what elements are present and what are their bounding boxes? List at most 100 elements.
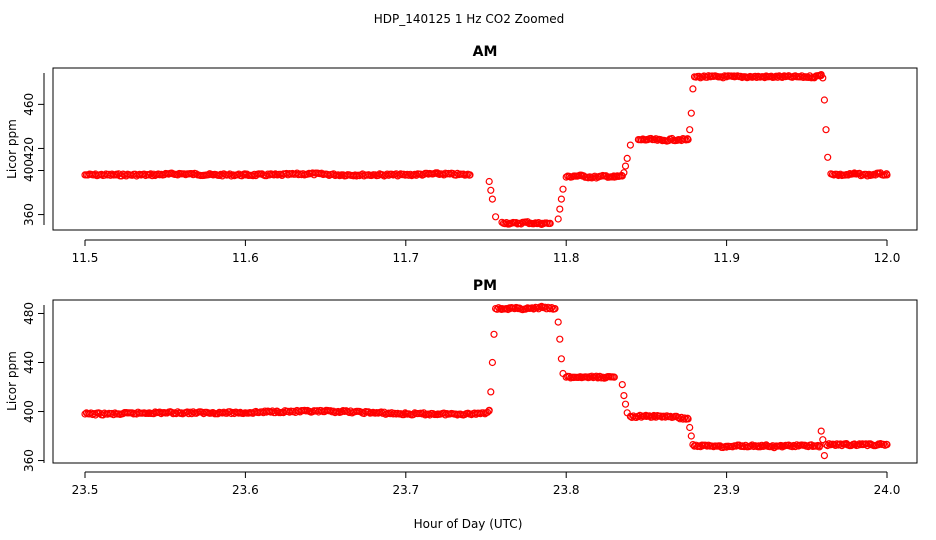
am-data-point: [774, 73, 782, 81]
am-data-point: [140, 170, 148, 178]
am-x-tick-label: 11.7: [392, 251, 419, 265]
pm-data-point: [618, 381, 626, 389]
pm-x-axis: 23.5 23.6 23.7 23.8 23.9 24.0: [72, 471, 900, 497]
am-data-point: [647, 134, 655, 143]
am-data-point: [626, 141, 635, 149]
am-data-point: [623, 154, 631, 162]
pm-data-point: [483, 408, 492, 416]
pm-data-point: [661, 413, 670, 421]
am-y-tick-label: 460: [22, 93, 36, 116]
pm-x-tick-label: 23.9: [713, 483, 740, 497]
am-data-point: [554, 215, 562, 223]
am-data-point: [798, 72, 806, 80]
am-data-point: [559, 185, 567, 193]
pm-data-point: [862, 440, 870, 448]
pm-plot-frame: [52, 299, 918, 464]
pm-data-point: [679, 415, 687, 423]
am-data-point: [820, 96, 829, 104]
pm-data-point: [758, 441, 766, 449]
am-x-tick-label: 11.6: [232, 251, 259, 265]
am-data-point: [556, 205, 564, 213]
am-panel: AM Licor ppm 11.5 11.6 11.7 11.8 11.9 12.0 36…: [5, 44, 918, 265]
pm-data-point: [687, 432, 695, 440]
am-panel-title: AM: [473, 44, 498, 60]
pm-data-point: [485, 406, 493, 414]
am-data-point: [686, 126, 694, 134]
pm-data-point: [108, 409, 116, 418]
pm-data-point: [819, 436, 827, 444]
am-data-point: [684, 136, 692, 144]
pm-data-point: [487, 388, 495, 396]
pm-data-point: [554, 318, 562, 326]
chart-title: HDP_140125 1 Hz CO2 Zoomed: [374, 12, 565, 26]
pm-y-axis: 360 400 440 480: [22, 302, 45, 472]
pm-data-point: [610, 373, 618, 381]
pm-y-tick-label: 480: [22, 302, 36, 325]
pm-panel-title: PM: [473, 278, 497, 294]
pm-panel: PM Licor ppm 23.5 23.6 23.7 23.8 23.9 24.0 36…: [5, 278, 918, 497]
pm-x-tick-label: 23.5: [72, 483, 99, 497]
am-data-point: [862, 170, 870, 178]
pm-data-point: [109, 411, 118, 419]
pm-x-tick-label: 23.6: [232, 483, 259, 497]
am-plot-frame: [52, 67, 918, 231]
pm-x-tick-label: 23.7: [392, 483, 419, 497]
pm-data-point: [854, 441, 862, 449]
am-x-tick-label: 11.8: [553, 251, 580, 265]
am-data-point: [204, 171, 212, 179]
am-data-point: [689, 85, 697, 93]
am-y-tick-label: 360: [22, 203, 36, 226]
am-data-point: [466, 171, 474, 179]
am-x-axis: 11.5 11.6 11.7 11.8 11.9 12.0: [72, 239, 901, 265]
pm-y-tick-label: 440: [22, 351, 36, 374]
pm-data-point: [557, 355, 566, 363]
pm-data-point: [488, 358, 496, 367]
pm-data-point: [620, 392, 628, 400]
pm-y-tick-label: 400: [22, 400, 36, 423]
x-axis-label: Hour of Day (UTC): [414, 517, 523, 531]
pm-data-point: [556, 335, 564, 343]
am-data-point: [488, 195, 496, 203]
pm-data-point: [684, 415, 692, 423]
pm-data-point: [490, 330, 498, 338]
pm-data-point: [686, 423, 694, 432]
am-data-point: [687, 109, 695, 117]
am-data-point: [883, 171, 891, 179]
am-data-point: [485, 177, 493, 186]
pm-y-axis-label: Licor ppm: [5, 351, 19, 411]
am-data-point: [824, 153, 832, 161]
pm-data-point: [817, 427, 825, 435]
am-data-point: [501, 220, 509, 228]
am-y-axis-label: Licor ppm: [5, 119, 19, 179]
am-data-point: [703, 73, 711, 81]
pm-data-point: [815, 442, 824, 450]
pm-data-point: [879, 440, 888, 448]
am-data-point: [492, 213, 500, 221]
pm-x-tick-label: 23.8: [553, 483, 580, 497]
pm-data-point: [680, 414, 689, 422]
am-x-tick-label: 11.9: [713, 251, 740, 265]
am-data-point: [620, 169, 628, 177]
am-data-point: [270, 171, 278, 179]
pm-data-point: [542, 305, 551, 313]
am-data-point: [487, 186, 495, 194]
am-series: [81, 70, 891, 228]
pm-data-point: [820, 452, 829, 460]
pm-data-point: [883, 441, 891, 449]
pm-data-point: [791, 443, 799, 451]
am-y-tick-label: 400: [22, 159, 36, 182]
am-data-point: [767, 72, 775, 80]
pm-data-point: [621, 400, 630, 408]
am-data-point: [844, 171, 853, 179]
pm-series: [81, 302, 891, 460]
pm-data-point: [551, 305, 559, 313]
pm-data-point: [365, 408, 373, 416]
pm-data-point: [546, 305, 554, 313]
pm-y-tick-label: 360: [22, 449, 36, 472]
am-data-point: [863, 172, 872, 180]
pm-data-point: [823, 442, 832, 450]
am-x-tick-label: 12.0: [874, 251, 901, 265]
